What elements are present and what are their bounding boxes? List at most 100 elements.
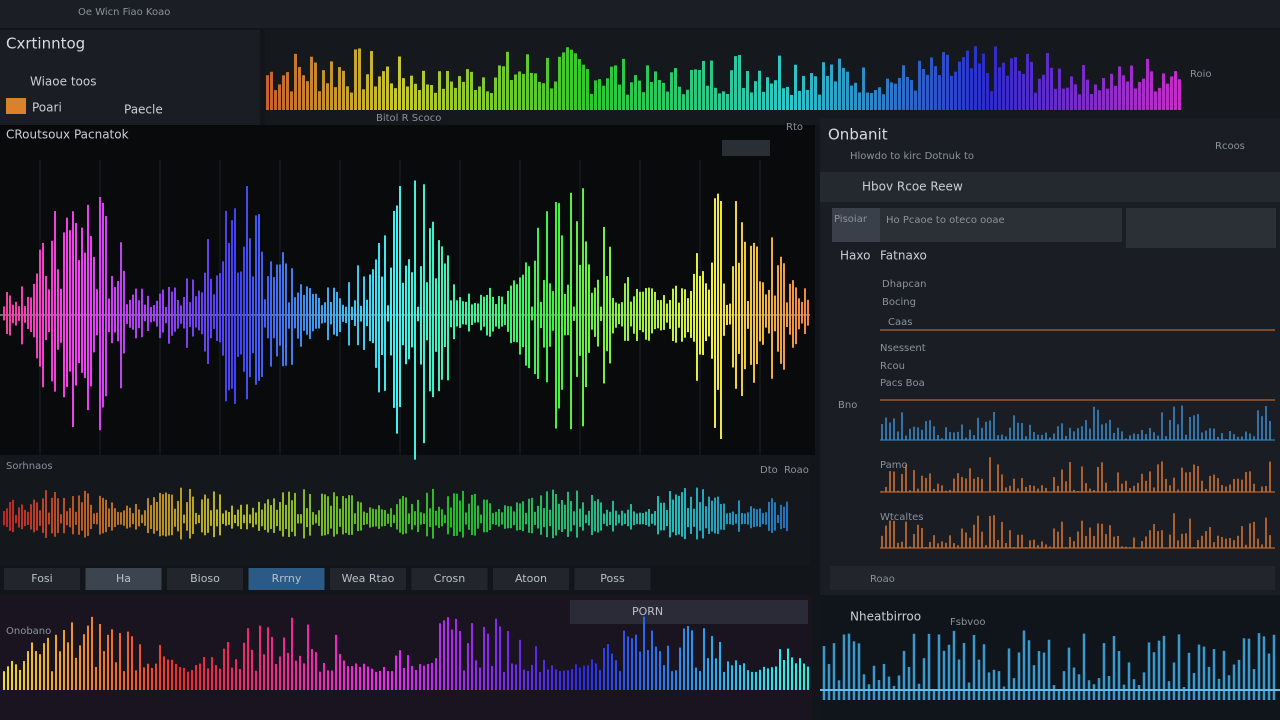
top-track-label: Bitol R Scoco <box>376 113 441 124</box>
button-label[interactable]: Bioso <box>190 572 220 585</box>
spectrum-bar <box>970 68 973 110</box>
spectrum-bar <box>1070 76 1073 110</box>
spectrum-bar <box>622 58 625 110</box>
button-label[interactable]: Wea Rtao <box>342 572 395 585</box>
left-panel-title: Cxrtinntog <box>6 35 85 53</box>
spectrum-bar <box>734 56 737 110</box>
spectrum-bar <box>934 66 937 110</box>
spectrum-bar <box>614 65 617 110</box>
spectrum-bar <box>898 78 901 110</box>
spectrum-bar <box>826 75 829 110</box>
spectrum-bar <box>942 52 945 110</box>
spectrum-bar <box>530 72 533 110</box>
spectrum-bar <box>790 94 793 110</box>
spectrum-bar <box>554 81 557 110</box>
spectrum-bar <box>742 88 745 110</box>
spectrum-bar <box>1010 58 1013 110</box>
spectrum-bar <box>910 80 913 110</box>
toolbar-button[interactable] <box>85 568 162 590</box>
inspector-section-title: Hbov Rcoe Reew <box>862 180 963 194</box>
spectrum-bar <box>1174 71 1177 110</box>
inspector-row: Nsessent <box>880 343 926 354</box>
spectrum-bar <box>286 72 289 110</box>
toolbar-button[interactable] <box>574 568 651 590</box>
spectrum-bar <box>474 90 477 110</box>
left-item[interactable]: Wiaoe toos <box>30 75 96 89</box>
left-item[interactable]: Poari <box>32 101 62 115</box>
spectrum-bar <box>486 91 489 110</box>
button-label[interactable]: Poss <box>600 572 625 585</box>
button-label[interactable]: Rrrny <box>272 572 302 585</box>
toolbar-button[interactable] <box>167 568 243 590</box>
spectrum-bar <box>766 77 769 110</box>
spectrum-bar <box>902 65 905 110</box>
spectrum-bar <box>670 72 673 110</box>
spectrum-bar <box>402 78 405 110</box>
spectrum-bar <box>634 75 637 110</box>
spectrum-bar <box>1014 57 1017 110</box>
spectrum-bar <box>994 46 997 110</box>
inspector-footer: Roao <box>870 574 895 585</box>
spectrum-bar <box>418 89 421 110</box>
spectrum-bar <box>270 71 273 110</box>
button-label[interactable]: Ha <box>116 572 131 585</box>
spectrum-bar <box>350 92 353 110</box>
spectrum-bar <box>1026 53 1029 110</box>
spectrum-bar <box>642 92 645 110</box>
spectrum-bar <box>1046 53 1049 110</box>
spectrum-bar <box>770 83 773 110</box>
spectrum-bar <box>850 85 853 110</box>
spectrum-bar <box>266 75 269 110</box>
zoom-control[interactable] <box>722 140 770 156</box>
spectrum-bar <box>382 71 385 110</box>
toolbar-button[interactable] <box>493 568 569 590</box>
toolbar-button[interactable] <box>248 568 325 590</box>
spectrum-bar <box>1142 78 1145 110</box>
spectrum-bar <box>626 94 629 110</box>
button-label[interactable]: Atoon <box>515 572 547 585</box>
button-label[interactable]: Fosi <box>31 572 52 585</box>
spectrum-bar <box>318 91 321 110</box>
spectrum-bar <box>298 67 301 110</box>
spectrum-bar <box>650 82 653 110</box>
spectrum-bar <box>1066 87 1069 110</box>
spectrum-bar <box>550 88 553 110</box>
spectrum-bar <box>986 73 989 110</box>
spectrum-bar <box>398 56 401 110</box>
spectrum-bar <box>778 55 781 110</box>
spectrum-bar <box>998 67 1001 110</box>
spectrum-bar <box>922 69 925 110</box>
toolbar-button[interactable] <box>411 568 488 590</box>
spectrum-bar <box>482 77 485 110</box>
spectrum-bar <box>446 70 449 110</box>
toolbar-button[interactable] <box>330 568 406 590</box>
spectrum-bar <box>278 84 281 110</box>
spectrum-bar <box>718 93 721 110</box>
spectrum-bar <box>950 75 953 110</box>
spectrum-bar <box>1086 79 1089 110</box>
left-item[interactable]: Paecle <box>124 103 163 117</box>
spectrum-bar <box>1030 61 1033 110</box>
bottom-left-button[interactable]: PORN <box>632 605 663 618</box>
spectrum-bar <box>610 66 613 110</box>
main-editor-tag: Rto <box>786 122 803 133</box>
spectrum-bar <box>506 51 509 110</box>
spectrum-bar <box>290 91 293 110</box>
spectrum-bar <box>1038 78 1041 110</box>
button-label[interactable]: Crosn <box>434 572 465 585</box>
spectrum-bar <box>918 60 921 110</box>
bottom-left-title: Onobano <box>6 626 51 637</box>
spectrum-bar <box>750 92 753 110</box>
spectrum-bar <box>1114 85 1117 110</box>
inspector-tab-label[interactable]: Pisoiar <box>834 214 868 225</box>
spectrum-bar <box>878 87 881 110</box>
spectrum-bar <box>602 85 605 110</box>
spectrum-bar <box>1018 70 1021 110</box>
spectrum-bar <box>754 81 757 110</box>
toolbar-button[interactable] <box>4 568 80 590</box>
spectrum-bar <box>662 82 665 110</box>
inspector-tab[interactable] <box>832 208 880 242</box>
spectrum-bar <box>386 66 389 110</box>
inspector-row: Bno <box>838 400 857 411</box>
spectrum-bar <box>538 81 541 110</box>
